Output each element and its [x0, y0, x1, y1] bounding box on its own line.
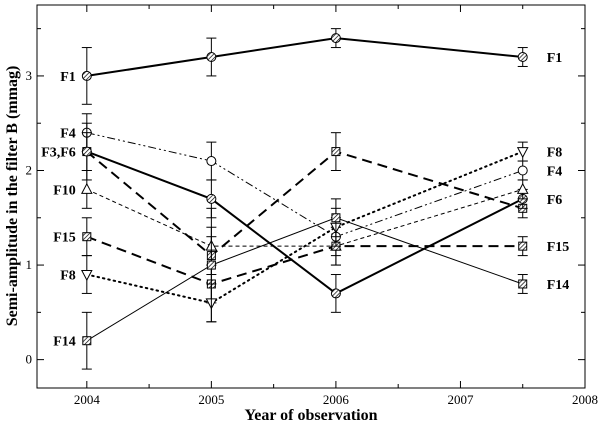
- series-f3: [81, 122, 528, 276]
- x-tick-label: 2008: [572, 392, 598, 407]
- data-point: [518, 241, 528, 251]
- series-line-f4: [86, 132, 523, 238]
- data-point: [331, 147, 341, 157]
- x-tick-label: 2006: [323, 392, 350, 407]
- data-point: [516, 182, 529, 194]
- series-label-right-f4: F4: [547, 164, 563, 179]
- series-line-f8: [85, 150, 524, 304]
- series-label-left-f10: F10: [53, 183, 76, 198]
- series-f6: [81, 132, 528, 313]
- x-axis-title: Year of observation: [244, 407, 377, 424]
- x-tick-label: 2005: [198, 392, 224, 407]
- series-label-right-f8: F8: [547, 146, 563, 161]
- data-point: [82, 232, 92, 242]
- series-label-left-f14: F14: [53, 335, 76, 350]
- series-line-f1: [86, 37, 523, 77]
- data-point: [517, 165, 528, 176]
- data-point: [330, 288, 341, 299]
- series-f1: [81, 28, 528, 105]
- series-label-right-f6: F6: [547, 193, 563, 208]
- y-tick-label: 3: [26, 68, 33, 83]
- data-point: [206, 260, 216, 270]
- series-label-left-f8: F8: [60, 269, 76, 284]
- plot-area: [36, 4, 586, 389]
- data-point: [331, 213, 341, 223]
- series-label-right-f15: F15: [547, 240, 570, 255]
- series-line-f14: [86, 217, 523, 342]
- data-point: [206, 193, 217, 204]
- y-tick-label: 0: [26, 352, 33, 367]
- y-tick-label: 2: [26, 162, 33, 177]
- series-line-f10: [86, 188, 523, 247]
- data-point: [206, 156, 217, 167]
- x-tick-label: 2007: [447, 392, 474, 407]
- series-label-left-f3: F3,F6: [41, 146, 76, 161]
- y-tick-label: 1: [26, 257, 33, 272]
- data-point: [80, 182, 93, 194]
- series-f8: [80, 141, 529, 323]
- data-point: [517, 52, 528, 63]
- series-label-right-f14: F14: [547, 278, 570, 293]
- x-tick-label: 2004: [74, 392, 101, 407]
- data-point: [330, 33, 341, 44]
- series-label-left-f1: F1: [60, 70, 76, 85]
- series-label-left-f15: F15: [53, 231, 76, 246]
- data-point: [206, 52, 217, 63]
- series-f14: [81, 198, 528, 370]
- series-line-f15: [86, 235, 523, 286]
- series-label-right-f1: F1: [547, 51, 563, 66]
- data-point: [81, 146, 92, 157]
- series-f4: [81, 113, 528, 257]
- data-point: [516, 147, 529, 159]
- data-point: [80, 270, 93, 282]
- series-line-f6: [86, 150, 524, 295]
- data-point: [518, 279, 528, 289]
- data-point: [82, 336, 92, 346]
- data-point: [81, 70, 92, 81]
- series-label-left-f4: F4: [60, 127, 76, 142]
- series-line-f3: [86, 150, 523, 257]
- y-axis-title: Semi-amplitude in the filter B (mmag): [4, 66, 21, 327]
